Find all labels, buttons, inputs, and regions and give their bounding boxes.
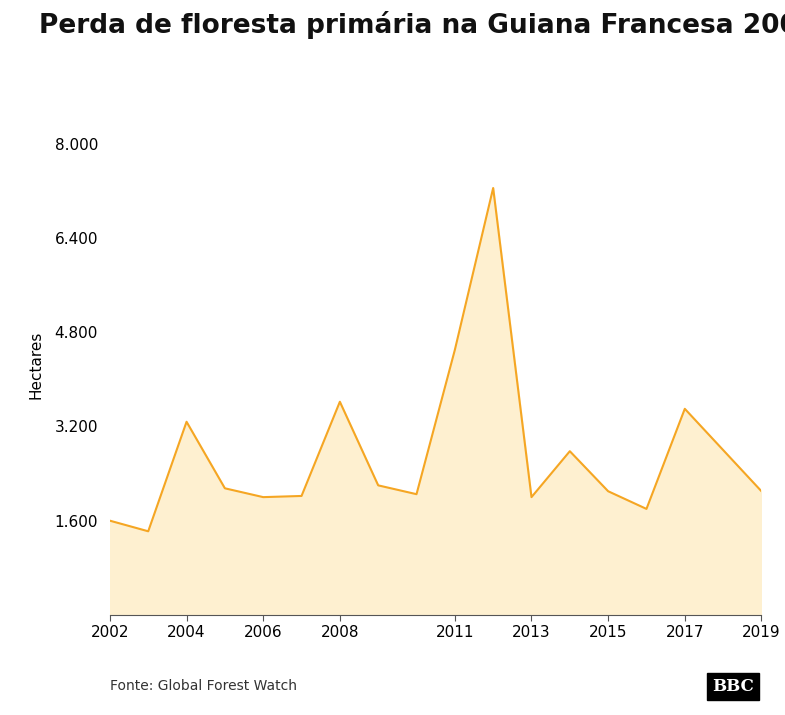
Text: Perda de floresta primária na Guiana Francesa 2002-2019: Perda de floresta primária na Guiana Fra… — [39, 11, 785, 39]
Text: Fonte: Global Forest Watch: Fonte: Global Forest Watch — [110, 679, 297, 694]
Text: BBC: BBC — [712, 678, 754, 695]
Y-axis label: Hectares: Hectares — [28, 330, 43, 399]
